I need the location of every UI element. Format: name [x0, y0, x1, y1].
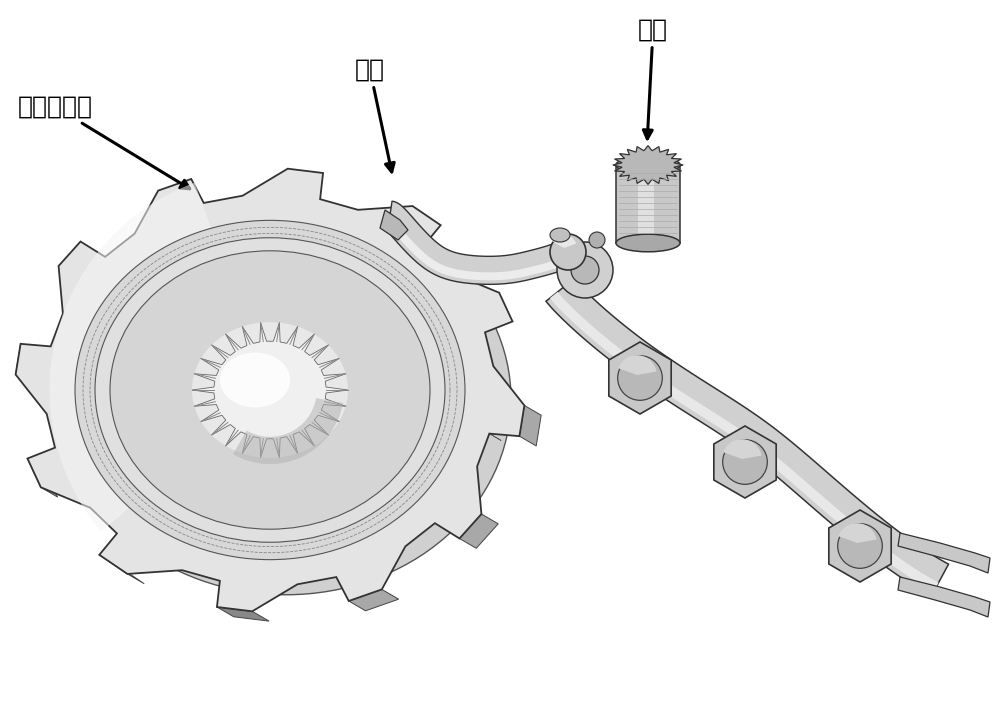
Polygon shape [550, 292, 939, 592]
Polygon shape [349, 590, 399, 611]
Ellipse shape [61, 203, 511, 595]
Polygon shape [829, 510, 891, 582]
Ellipse shape [192, 322, 348, 458]
Polygon shape [117, 533, 129, 540]
Wedge shape [838, 523, 876, 543]
Circle shape [550, 234, 586, 270]
Polygon shape [898, 533, 990, 573]
Polygon shape [386, 217, 578, 281]
Ellipse shape [220, 352, 290, 407]
Polygon shape [459, 514, 498, 548]
Wedge shape [618, 355, 656, 375]
Polygon shape [898, 577, 990, 617]
Text: 棘爪: 棘爪 [355, 58, 394, 172]
Polygon shape [714, 426, 776, 498]
Circle shape [589, 232, 605, 248]
Polygon shape [380, 210, 408, 240]
Wedge shape [723, 439, 761, 459]
Polygon shape [638, 165, 654, 243]
Polygon shape [383, 201, 581, 284]
Text: 转轴: 转轴 [638, 18, 668, 139]
Polygon shape [99, 555, 144, 584]
Text: 变速筱齿轮: 变速筱齿轮 [18, 95, 190, 189]
Ellipse shape [95, 238, 445, 543]
Polygon shape [192, 323, 348, 457]
Polygon shape [55, 448, 67, 454]
Wedge shape [553, 235, 576, 248]
Circle shape [723, 440, 767, 484]
Ellipse shape [75, 220, 465, 560]
Ellipse shape [550, 228, 570, 242]
Polygon shape [613, 146, 683, 184]
Polygon shape [336, 577, 348, 584]
Ellipse shape [616, 234, 680, 252]
Polygon shape [616, 165, 680, 243]
Polygon shape [519, 405, 541, 446]
Ellipse shape [110, 251, 430, 529]
Polygon shape [16, 344, 37, 384]
Ellipse shape [616, 156, 680, 174]
Polygon shape [609, 342, 671, 414]
Polygon shape [220, 581, 232, 587]
Polygon shape [27, 459, 58, 497]
Polygon shape [546, 278, 949, 596]
Polygon shape [217, 607, 269, 621]
Circle shape [618, 356, 662, 400]
Polygon shape [16, 169, 524, 612]
Wedge shape [50, 183, 218, 532]
Circle shape [838, 524, 882, 568]
Circle shape [557, 242, 613, 298]
Polygon shape [435, 523, 447, 530]
Circle shape [571, 256, 599, 284]
Polygon shape [489, 434, 501, 441]
Wedge shape [233, 398, 343, 464]
Polygon shape [51, 347, 62, 353]
